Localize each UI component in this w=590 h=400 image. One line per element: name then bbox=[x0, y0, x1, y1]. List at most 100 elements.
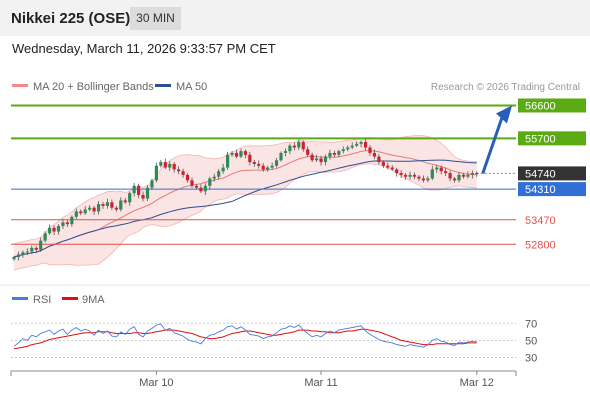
level-tag-last bbox=[518, 166, 586, 181]
candle-body bbox=[288, 145, 292, 152]
source-credit: Research © 2026 Trading Central bbox=[431, 82, 580, 93]
candle-body bbox=[239, 151, 243, 157]
candle-body bbox=[83, 209, 87, 214]
rsi-line bbox=[13, 323, 477, 348]
legend-swatch-ma50 bbox=[155, 84, 171, 87]
candle-body bbox=[350, 145, 354, 148]
level-label-resistance: 56600 bbox=[525, 100, 556, 112]
candle-body bbox=[292, 145, 296, 148]
candle-body bbox=[21, 252, 25, 255]
candle-body bbox=[172, 163, 176, 170]
candle-body bbox=[252, 162, 256, 164]
legend-swatch-ma20 bbox=[12, 84, 28, 87]
candle-body bbox=[319, 158, 323, 163]
time-tick-label: Mar 10 bbox=[139, 377, 173, 389]
candle-body bbox=[417, 176, 421, 179]
candle-body bbox=[74, 211, 78, 217]
candle-body bbox=[43, 233, 47, 241]
candle-body bbox=[48, 227, 52, 234]
candle-body bbox=[266, 167, 270, 170]
candle-body bbox=[377, 156, 381, 163]
candle-body bbox=[381, 162, 385, 166]
candle-body bbox=[323, 156, 328, 163]
candle-body bbox=[337, 151, 341, 155]
candle-body bbox=[61, 222, 65, 226]
chart-datetime: Wednesday, March 11, 2026 9:33:57 PM CET bbox=[12, 41, 276, 56]
candle-body bbox=[301, 142, 305, 150]
candle-body bbox=[475, 173, 479, 175]
candle-body bbox=[163, 162, 167, 168]
legend-swatch-9ma bbox=[62, 297, 78, 300]
ma50-line bbox=[13, 159, 477, 258]
candle-body bbox=[208, 178, 212, 186]
candle-body bbox=[270, 165, 274, 168]
candle-body bbox=[221, 167, 225, 172]
level-tag-resistance bbox=[518, 98, 586, 113]
candle-body bbox=[359, 142, 363, 144]
candle-body bbox=[34, 247, 38, 250]
candle-body bbox=[137, 185, 141, 195]
level-label-last: 54740 bbox=[525, 168, 556, 180]
level-label-support: 53470 bbox=[525, 215, 556, 227]
candle-body bbox=[128, 193, 132, 203]
candle-body bbox=[430, 169, 434, 179]
candle-body bbox=[257, 163, 261, 166]
candle-body bbox=[234, 152, 239, 157]
candle-body bbox=[297, 142, 301, 148]
candle-body bbox=[141, 194, 145, 199]
candle-body bbox=[248, 154, 252, 163]
candle-body bbox=[92, 207, 96, 212]
projection-arrow-head bbox=[496, 105, 512, 124]
time-axis: Mar 10 Mar 11 Mar 12 bbox=[139, 371, 494, 389]
candle-body bbox=[16, 254, 21, 258]
candle-body bbox=[194, 185, 199, 188]
candle-body bbox=[181, 171, 185, 175]
candle-body bbox=[404, 174, 408, 177]
candle-body bbox=[466, 174, 470, 177]
candle-body bbox=[159, 162, 163, 166]
candle-body bbox=[101, 204, 105, 206]
level-label-resistance: 55700 bbox=[525, 133, 556, 145]
candle-body bbox=[190, 180, 194, 186]
candle-body bbox=[346, 147, 350, 150]
candle-body bbox=[203, 185, 207, 192]
candle-body bbox=[341, 149, 345, 152]
rsi-tick-label: 30 bbox=[525, 352, 537, 364]
instrument-title: Nikkei 225 (OSE) bbox=[11, 10, 131, 27]
candle-body bbox=[145, 187, 150, 199]
level-tag-resistance bbox=[518, 131, 586, 146]
candle-body bbox=[328, 152, 332, 157]
timeframe-badge[interactable]: 30 MIN bbox=[130, 7, 181, 30]
level-label-pivot: 54310 bbox=[525, 184, 556, 196]
candle-body bbox=[310, 154, 314, 161]
legend-label-rsi: RSI bbox=[33, 294, 51, 306]
candle-body bbox=[315, 158, 319, 161]
candle-body bbox=[274, 160, 279, 166]
candle-body bbox=[177, 169, 181, 172]
candle-body bbox=[56, 226, 61, 232]
level-tag-pivot bbox=[518, 182, 586, 197]
time-tick-label: Mar 12 bbox=[460, 377, 494, 389]
candle-body bbox=[355, 143, 359, 146]
candle-body bbox=[426, 178, 430, 181]
candle-body bbox=[332, 152, 336, 155]
candle-body bbox=[217, 171, 221, 177]
candle-body bbox=[52, 227, 56, 232]
candle-body bbox=[65, 222, 69, 225]
candle-body bbox=[279, 152, 283, 161]
rsi-tick-label: 70 bbox=[525, 318, 537, 330]
candle-body bbox=[105, 202, 110, 206]
candle-body bbox=[230, 152, 234, 155]
candle-body bbox=[444, 171, 448, 174]
candle-body bbox=[12, 257, 16, 260]
candle-body bbox=[363, 142, 368, 148]
rsi-tick-label: 50 bbox=[525, 335, 537, 347]
legend-label-ma20: MA 20 + Bollinger Bands bbox=[33, 81, 154, 93]
legend-label-9ma: 9MA bbox=[82, 294, 105, 306]
candle-body bbox=[30, 247, 34, 252]
candle-body bbox=[368, 147, 372, 153]
candle-body bbox=[283, 151, 288, 153]
candle-body bbox=[306, 149, 310, 155]
level-label-support: 52800 bbox=[525, 239, 556, 251]
